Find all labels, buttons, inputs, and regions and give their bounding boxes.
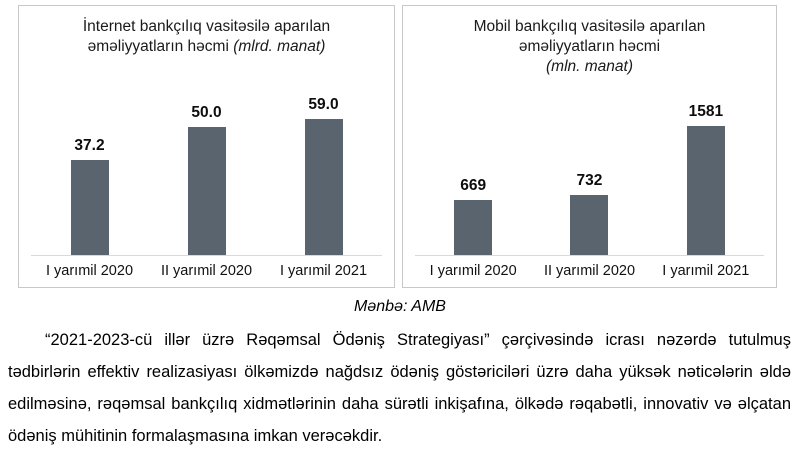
bar — [187, 127, 226, 255]
chart-unit-label: (mlrd. manat) — [233, 38, 326, 56]
x-axis-label: II yarımil 2020 — [160, 263, 253, 279]
x-axis-labels: I yarımil 2020 II yarımil 2020 I yarımil 2… — [31, 263, 382, 279]
chart-title-line1: Mobil bankçılıq vasitəsilə aparılan — [473, 18, 706, 35]
x-axis-label: II yarımil 2020 — [543, 263, 636, 279]
x-axis-label: I yarımil 2021 — [279, 263, 368, 279]
x-axis-label: I yarımil 2020 — [45, 263, 134, 279]
chart-title: İnternet bankçılıq vasitəsilə aparılan ə… — [19, 17, 394, 57]
bar — [454, 200, 493, 255]
bar-column: 732 — [531, 96, 647, 255]
x-axis-labels: I yarımil 2020 II yarımil 2020 I yarımil 2… — [415, 263, 764, 279]
chart-title: Mobil bankçılıq vasitəsilə aparılan əməl… — [403, 17, 776, 77]
chart-title-line1: İnternet bankçılıq vasitəsilə aparılan — [82, 18, 331, 35]
bar-column: 50.0 — [148, 96, 265, 255]
chart-title-line2: əməliyyatların həcmi — [87, 38, 229, 56]
internet-banking-chart: İnternet bankçılıq vasitəsilə aparılan ə… — [18, 5, 395, 288]
bar-value-label: 59.0 — [308, 96, 339, 113]
plot-area: 37.2 50.0 59.0 — [31, 96, 382, 256]
bar-value-label: 732 — [576, 172, 603, 189]
x-axis-label: I yarımil 2021 — [662, 263, 750, 279]
x-axis-label: I yarımil 2020 — [429, 263, 517, 279]
body-paragraph: “2021-2023-cü illər üzrə Rəqəmsal Ödəniş… — [8, 331, 791, 445]
bar-column: 37.2 — [31, 96, 148, 255]
bar-value-label: 669 — [460, 177, 487, 194]
chart-title-line2: əməliyyatların həcmi — [518, 38, 661, 56]
source-note: Mənbə: AMB — [354, 298, 446, 315]
bar — [304, 119, 343, 255]
bar-column: 59.0 — [265, 96, 382, 255]
bar — [70, 160, 109, 255]
mobile-banking-chart: Mobil bankçılıq vasitəsilə aparılan əməl… — [402, 5, 777, 288]
chart-unit-label: (mln. manat) — [546, 58, 633, 76]
bar-value-label: 37.2 — [74, 137, 105, 154]
bar-value-label: 50.0 — [191, 104, 222, 121]
bar-column: 669 — [415, 96, 531, 255]
bar — [686, 126, 725, 255]
bar-value-label: 1581 — [688, 103, 724, 120]
plot-area: 669 732 1581 — [415, 96, 764, 256]
bar-column: 1581 — [648, 96, 764, 255]
bar — [570, 195, 609, 255]
